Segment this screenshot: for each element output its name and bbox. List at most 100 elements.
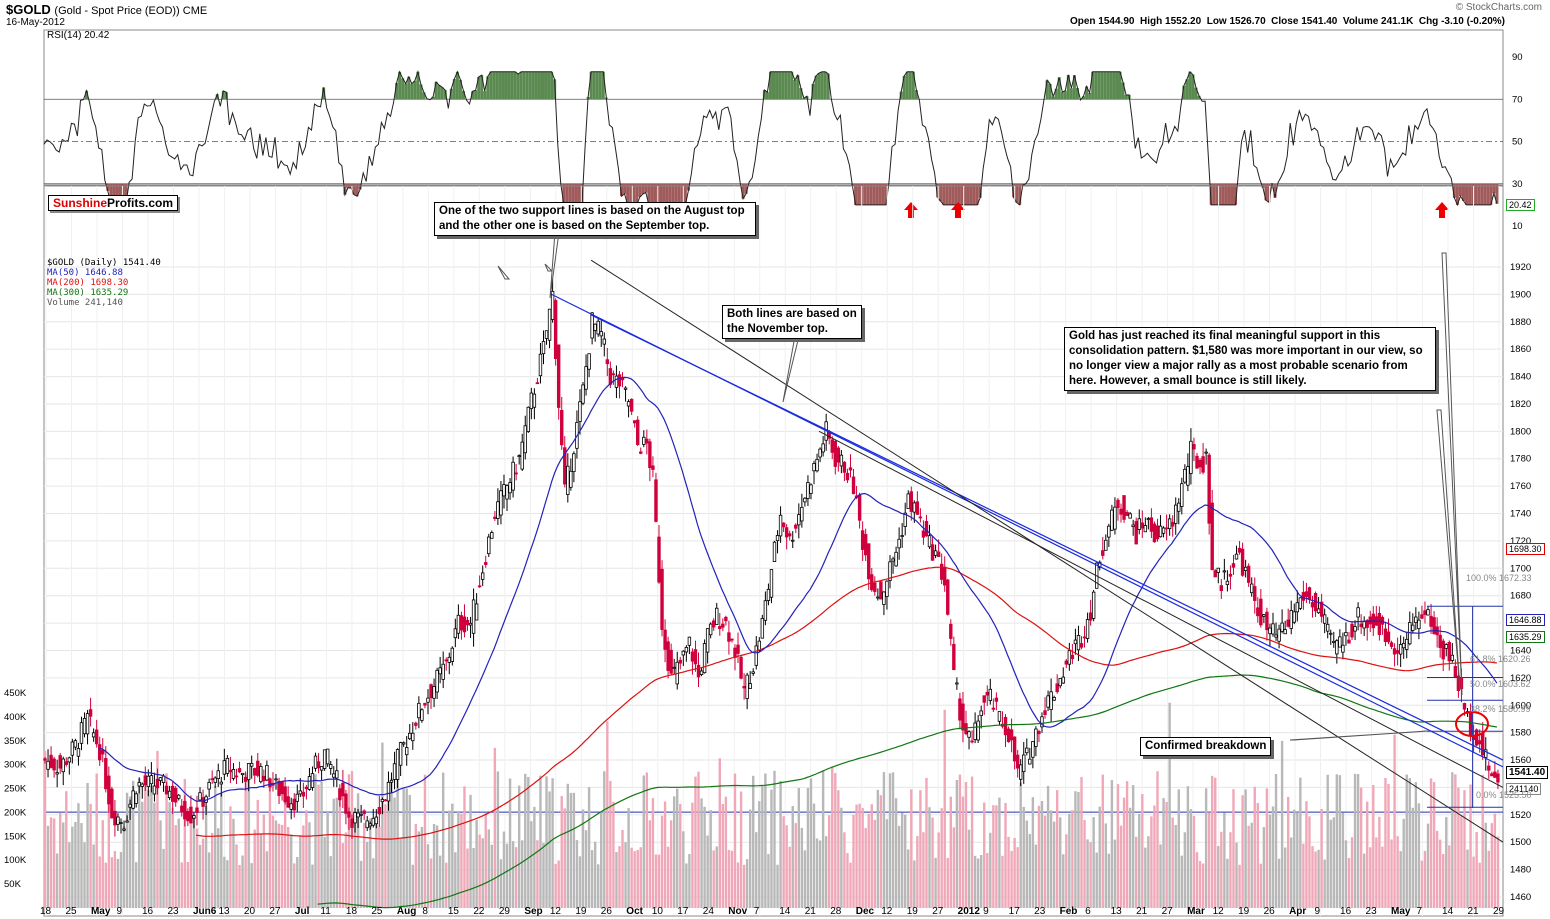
logo-part2: Profits.com (107, 196, 174, 210)
candle-body (395, 749, 400, 780)
volume-bar (718, 758, 721, 908)
candle-body (307, 776, 312, 790)
date-tick-label: 25 (65, 906, 77, 917)
volume-bar (1490, 823, 1494, 908)
candle-body (508, 482, 512, 494)
volume-bar (1037, 805, 1041, 908)
candle-body (766, 588, 771, 601)
volume-bar (235, 844, 238, 908)
volume-bar (1113, 839, 1117, 908)
volume-bar (502, 831, 506, 908)
volume-bar (83, 842, 86, 908)
candle-body (912, 502, 917, 513)
volume-bar (742, 864, 746, 908)
candle-body (748, 683, 752, 689)
volume-bar (341, 843, 345, 908)
volume-bar (721, 803, 725, 908)
price-tick-label: 1900 (1510, 289, 1531, 300)
volume-bar (791, 805, 794, 908)
candle-body (529, 392, 534, 409)
candle-body (122, 828, 126, 831)
volume-bar (1299, 777, 1302, 908)
volume-bar (350, 770, 354, 908)
volume-bar (560, 796, 563, 908)
volume-bar (365, 841, 369, 908)
candle-body (1429, 615, 1433, 627)
volume-bar (372, 858, 375, 908)
volume-bar (955, 780, 959, 908)
candle-body (505, 485, 509, 500)
volume-bar (1280, 740, 1284, 908)
candle-body (158, 777, 163, 781)
volume-bar (484, 813, 487, 908)
candle-body (1347, 639, 1351, 644)
volume-bar (1487, 850, 1491, 908)
volume-bar (691, 802, 694, 908)
price-legend: $GOLD (Daily) 1541.40 MA(50) 1646.88 MA(… (47, 258, 161, 308)
candle-body (493, 516, 497, 519)
candle-body (490, 532, 494, 539)
date-tick-label: 21 (1468, 906, 1480, 917)
callout-pointer (497, 265, 511, 280)
candle-body (119, 822, 123, 824)
candle-body (520, 441, 524, 470)
volume-tick-label: 200K (4, 807, 27, 818)
volume-bar (1496, 836, 1500, 908)
volume-bar (706, 835, 709, 908)
volume-bar (761, 785, 764, 908)
volume-bar (375, 816, 378, 908)
date-tick-label: 19 (575, 906, 587, 917)
volume-bar (946, 857, 949, 908)
candle-body (1426, 609, 1430, 616)
volume-bar (101, 820, 104, 908)
candle-body (1079, 643, 1084, 648)
candle-body (322, 749, 327, 769)
candle-body (286, 796, 290, 808)
trendline-black-1 (590, 259, 1504, 843)
date-tick-label: 26 (601, 906, 613, 917)
volume-bar (1131, 785, 1135, 908)
candle-body (1362, 621, 1366, 629)
volume-bar (1293, 809, 1296, 908)
volume-bar (180, 862, 183, 908)
volume-bar (296, 857, 299, 908)
date-tick-label: 12 (550, 906, 562, 917)
candle-body (867, 543, 871, 580)
volume-bar (320, 781, 323, 908)
candle-body (1298, 597, 1303, 609)
volume-bar (517, 785, 521, 908)
candle-body (110, 788, 114, 819)
volume-bar (490, 844, 494, 908)
volume-bar (530, 821, 533, 908)
volume-bar (147, 789, 150, 908)
candle-body (876, 596, 880, 599)
date-tick-label: 18 (40, 906, 52, 917)
date-tick-label: 18 (346, 906, 358, 917)
candle-body (781, 522, 786, 528)
candle-body (1259, 598, 1263, 626)
candle-body (1019, 764, 1023, 780)
candle-body (1423, 610, 1427, 615)
volume-bar (469, 794, 472, 908)
volume-bar (256, 799, 259, 908)
volume-bar (764, 773, 767, 908)
candle-body (219, 781, 223, 785)
sunshine-profits-logo: SunshineProfits.com (48, 195, 179, 211)
candle-body (629, 398, 634, 412)
candle-body (325, 748, 330, 765)
chart-title: $GOLD (Gold - Spot Price (EOD)) CME (6, 2, 207, 17)
volume-bar (283, 795, 287, 908)
volume-bar (986, 853, 989, 908)
candle-body (231, 769, 236, 779)
candle-body (721, 623, 725, 628)
volume-bar (1028, 833, 1032, 908)
candle-body (46, 760, 50, 770)
candle-body (304, 786, 309, 790)
volume-bar (1271, 806, 1275, 908)
volume-bar (1220, 831, 1223, 908)
candle-body (1167, 518, 1172, 530)
volume-bar (1305, 801, 1308, 908)
volume-bar (1338, 775, 1342, 908)
candle-body (1195, 455, 1199, 469)
volume-bar (1177, 789, 1180, 908)
